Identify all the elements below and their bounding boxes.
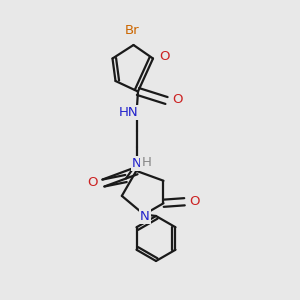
Text: N: N <box>140 209 150 223</box>
Text: O: O <box>160 50 170 64</box>
Text: Br: Br <box>125 24 139 38</box>
Text: N: N <box>132 157 141 170</box>
Text: O: O <box>172 93 182 106</box>
Text: O: O <box>189 195 199 208</box>
Text: O: O <box>88 176 98 189</box>
Text: HN: HN <box>118 106 138 119</box>
Text: H: H <box>142 156 151 170</box>
